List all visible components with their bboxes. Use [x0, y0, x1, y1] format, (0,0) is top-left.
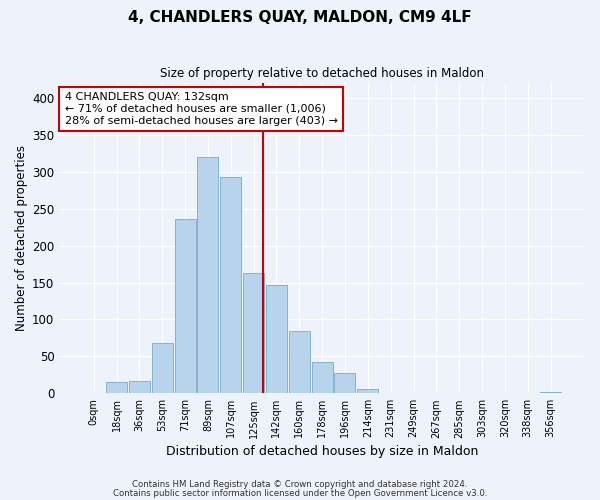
Bar — [334, 372, 355, 394]
Bar — [243, 273, 264, 394]
Bar — [152, 343, 173, 394]
Y-axis label: Number of detached properties: Number of detached properties — [15, 145, 28, 331]
Bar — [220, 177, 241, 394]
Title: Size of property relative to detached houses in Maldon: Size of property relative to detached ho… — [160, 68, 484, 80]
Bar — [311, 362, 332, 394]
Bar — [449, 392, 470, 394]
Bar — [266, 284, 287, 394]
Bar — [540, 392, 561, 394]
Text: Contains HM Land Registry data © Crown copyright and database right 2024.: Contains HM Land Registry data © Crown c… — [132, 480, 468, 489]
Bar — [175, 219, 196, 394]
Bar — [106, 382, 127, 394]
Text: Contains public sector information licensed under the Open Government Licence v3: Contains public sector information licen… — [113, 488, 487, 498]
X-axis label: Distribution of detached houses by size in Maldon: Distribution of detached houses by size … — [166, 444, 478, 458]
Bar — [358, 389, 379, 394]
Text: 4, CHANDLERS QUAY, MALDON, CM9 4LF: 4, CHANDLERS QUAY, MALDON, CM9 4LF — [128, 10, 472, 25]
Bar — [129, 382, 150, 394]
Bar — [289, 330, 310, 394]
Bar — [197, 157, 218, 394]
Text: 4 CHANDLERS QUAY: 132sqm
← 71% of detached houses are smaller (1,006)
28% of sem: 4 CHANDLERS QUAY: 132sqm ← 71% of detach… — [65, 92, 338, 126]
